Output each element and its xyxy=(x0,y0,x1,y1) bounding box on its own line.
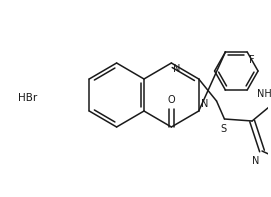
Text: F: F xyxy=(249,55,255,65)
Text: S: S xyxy=(220,124,227,134)
Text: N: N xyxy=(201,99,208,109)
Text: N: N xyxy=(173,64,181,74)
Text: O: O xyxy=(167,95,175,105)
Text: HBr: HBr xyxy=(18,93,37,103)
Text: NH: NH xyxy=(257,89,271,99)
Text: N: N xyxy=(252,156,259,166)
